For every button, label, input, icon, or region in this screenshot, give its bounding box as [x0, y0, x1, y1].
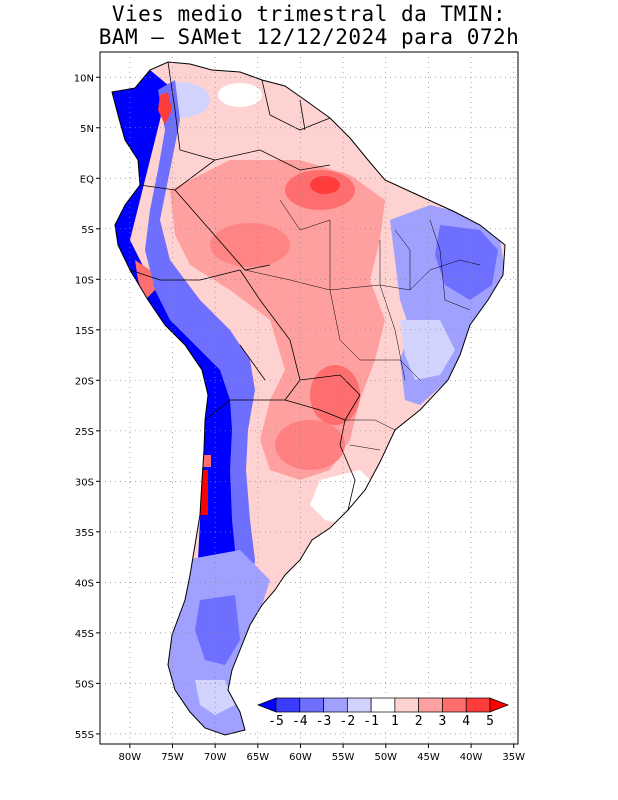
lat-label: 50S: [75, 679, 94, 690]
lat-label: 10N: [74, 73, 94, 84]
lon-label: 40W: [460, 752, 483, 763]
lat-label: 15S: [75, 326, 94, 337]
colorbar-label: -4: [292, 714, 308, 729]
colorbar-label: 2: [415, 714, 423, 729]
map-title-line1: Vies medio trimestral da TMIN:: [111, 2, 507, 26]
colorbar-label: 4: [462, 714, 470, 729]
colorbar-box: [299, 697, 324, 713]
lat-label: 5N: [80, 124, 94, 135]
lon-label: 60W: [289, 752, 312, 763]
colorbar-box: [465, 697, 491, 713]
colorbar-label: 3: [439, 714, 447, 729]
colorbar-box: [418, 697, 443, 713]
colorbar-box: [394, 697, 420, 713]
lat-label: 10S: [75, 275, 94, 286]
colorbar-box: [275, 697, 301, 713]
colorbar-label: -1: [363, 714, 379, 729]
lat-label: 5S: [81, 225, 94, 236]
colorbar-box: [442, 697, 467, 713]
lon-label: 65W: [247, 752, 270, 763]
colorbar-box: [370, 697, 396, 713]
lon-label: 70W: [204, 752, 227, 763]
lon-label: 55W: [332, 752, 355, 763]
colorbar-label: -2: [340, 714, 356, 729]
lat-label: 25S: [75, 427, 94, 438]
colorbar-box: [346, 697, 372, 713]
lon-label: 35W: [502, 752, 525, 763]
state-borders: [244, 199, 481, 451]
lon-label: 50W: [374, 752, 397, 763]
colorbar: -5 -4 -3 -2 -1 1 2 3 4 5: [254, 694, 512, 729]
lat-label: 40S: [75, 578, 94, 589]
longitude-labels: 80W 75W 70W 65W 60W 55W 50W 45W 40W 35W: [119, 744, 525, 763]
lon-label: 80W: [119, 752, 142, 763]
colorbar-label: -5: [268, 714, 284, 729]
colorbar-box: [323, 697, 348, 713]
colorbar-max-arrow: [489, 697, 509, 713]
graticule: [100, 52, 518, 744]
lat-label: 20S: [75, 376, 94, 387]
lat-label: 55S: [75, 730, 94, 741]
lon-label: 75W: [161, 752, 184, 763]
lat-label: 30S: [75, 477, 94, 488]
colorbar-label: 1: [391, 714, 399, 729]
lat-label: EQ: [80, 174, 94, 185]
lat-label: 35S: [75, 528, 94, 539]
lon-label: 45W: [417, 752, 440, 763]
colorbar-label: -3: [316, 714, 332, 729]
colorbar-label: 5: [486, 714, 494, 729]
latitude-labels: 10N 5N EQ 5S 10S 15S 20S 25S 30S 35S 40S 45S 50S 55S: [74, 73, 100, 741]
map-title-line2: BAM – SAMet 12/12/2024 para 072h: [98, 25, 520, 49]
lat-label: 45S: [75, 629, 94, 640]
